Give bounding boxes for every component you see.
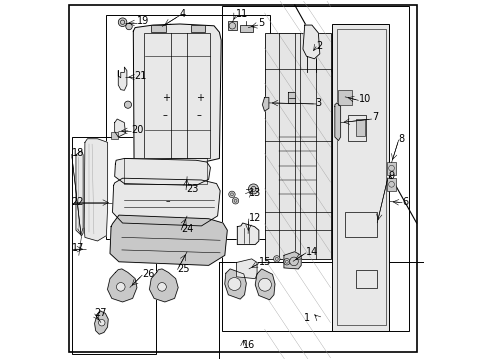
Polygon shape — [115, 158, 210, 185]
Text: 2: 2 — [316, 41, 322, 50]
Polygon shape — [94, 311, 108, 334]
Polygon shape — [236, 259, 257, 279]
Bar — [111, 132, 118, 139]
Bar — [124, 158, 206, 184]
Polygon shape — [334, 103, 340, 140]
Polygon shape — [133, 24, 221, 167]
Bar — [72, 137, 156, 354]
Text: 22: 22 — [72, 197, 84, 207]
Polygon shape — [110, 215, 227, 265]
Bar — [221, 6, 408, 330]
Text: 9: 9 — [387, 171, 393, 181]
Polygon shape — [115, 119, 125, 137]
Circle shape — [258, 278, 271, 291]
Text: 11: 11 — [235, 9, 247, 19]
Polygon shape — [284, 252, 301, 269]
Polygon shape — [76, 150, 83, 235]
Bar — [337, 90, 351, 105]
Polygon shape — [118, 67, 126, 90]
Text: 8: 8 — [398, 134, 404, 144]
Text: 23: 23 — [185, 184, 198, 194]
Bar — [344, 212, 376, 237]
Text: 3: 3 — [315, 98, 321, 108]
Bar — [219, 262, 441, 360]
Circle shape — [99, 319, 105, 326]
Bar — [336, 30, 386, 325]
Polygon shape — [224, 269, 246, 299]
Polygon shape — [149, 269, 178, 302]
Text: 19: 19 — [137, 17, 149, 27]
Text: –: – — [162, 111, 166, 121]
Text: 16: 16 — [243, 340, 255, 350]
Polygon shape — [255, 269, 274, 300]
Bar — [240, 25, 253, 32]
Text: –: – — [165, 197, 170, 206]
Text: +: + — [196, 93, 203, 103]
Bar — [386, 162, 395, 175]
Polygon shape — [287, 92, 294, 103]
Circle shape — [124, 101, 131, 108]
Text: 27: 27 — [94, 308, 107, 318]
Text: 17: 17 — [72, 243, 84, 253]
Polygon shape — [262, 98, 268, 111]
Text: 10: 10 — [358, 94, 370, 104]
Text: 20: 20 — [131, 125, 143, 135]
Circle shape — [289, 257, 298, 266]
Circle shape — [227, 278, 241, 291]
Circle shape — [228, 191, 235, 198]
Polygon shape — [237, 223, 258, 244]
Text: 12: 12 — [248, 213, 261, 222]
Polygon shape — [303, 25, 319, 59]
Bar — [264, 33, 330, 259]
Circle shape — [118, 18, 126, 27]
Text: +: + — [162, 93, 170, 103]
Bar — [190, 25, 204, 32]
Text: 13: 13 — [249, 188, 261, 198]
Bar — [356, 119, 364, 136]
Text: –: – — [196, 111, 201, 121]
Text: 1: 1 — [303, 313, 309, 323]
Circle shape — [116, 283, 125, 291]
Text: 18: 18 — [72, 148, 84, 158]
Circle shape — [125, 23, 132, 30]
Text: 7: 7 — [371, 112, 377, 122]
Bar — [386, 178, 395, 191]
Text: 24: 24 — [181, 225, 193, 234]
Text: 25: 25 — [177, 264, 189, 274]
Text: 5: 5 — [258, 18, 264, 28]
Circle shape — [228, 23, 235, 29]
Bar — [332, 24, 388, 330]
Bar — [348, 116, 366, 140]
Bar — [227, 22, 237, 30]
Text: 4: 4 — [179, 9, 185, 19]
Bar — [151, 25, 165, 32]
Bar — [355, 270, 376, 288]
Circle shape — [248, 184, 258, 194]
Polygon shape — [112, 178, 220, 226]
Bar — [144, 33, 210, 158]
Circle shape — [283, 258, 289, 265]
Circle shape — [273, 256, 280, 262]
Text: 15: 15 — [258, 257, 271, 267]
Text: 26: 26 — [142, 269, 154, 279]
Text: 14: 14 — [305, 247, 318, 257]
Text: 21: 21 — [134, 71, 146, 81]
Circle shape — [232, 198, 238, 204]
Text: 6: 6 — [402, 197, 407, 207]
Circle shape — [158, 283, 166, 291]
Polygon shape — [84, 139, 107, 241]
Bar — [106, 15, 269, 239]
Polygon shape — [107, 269, 137, 302]
